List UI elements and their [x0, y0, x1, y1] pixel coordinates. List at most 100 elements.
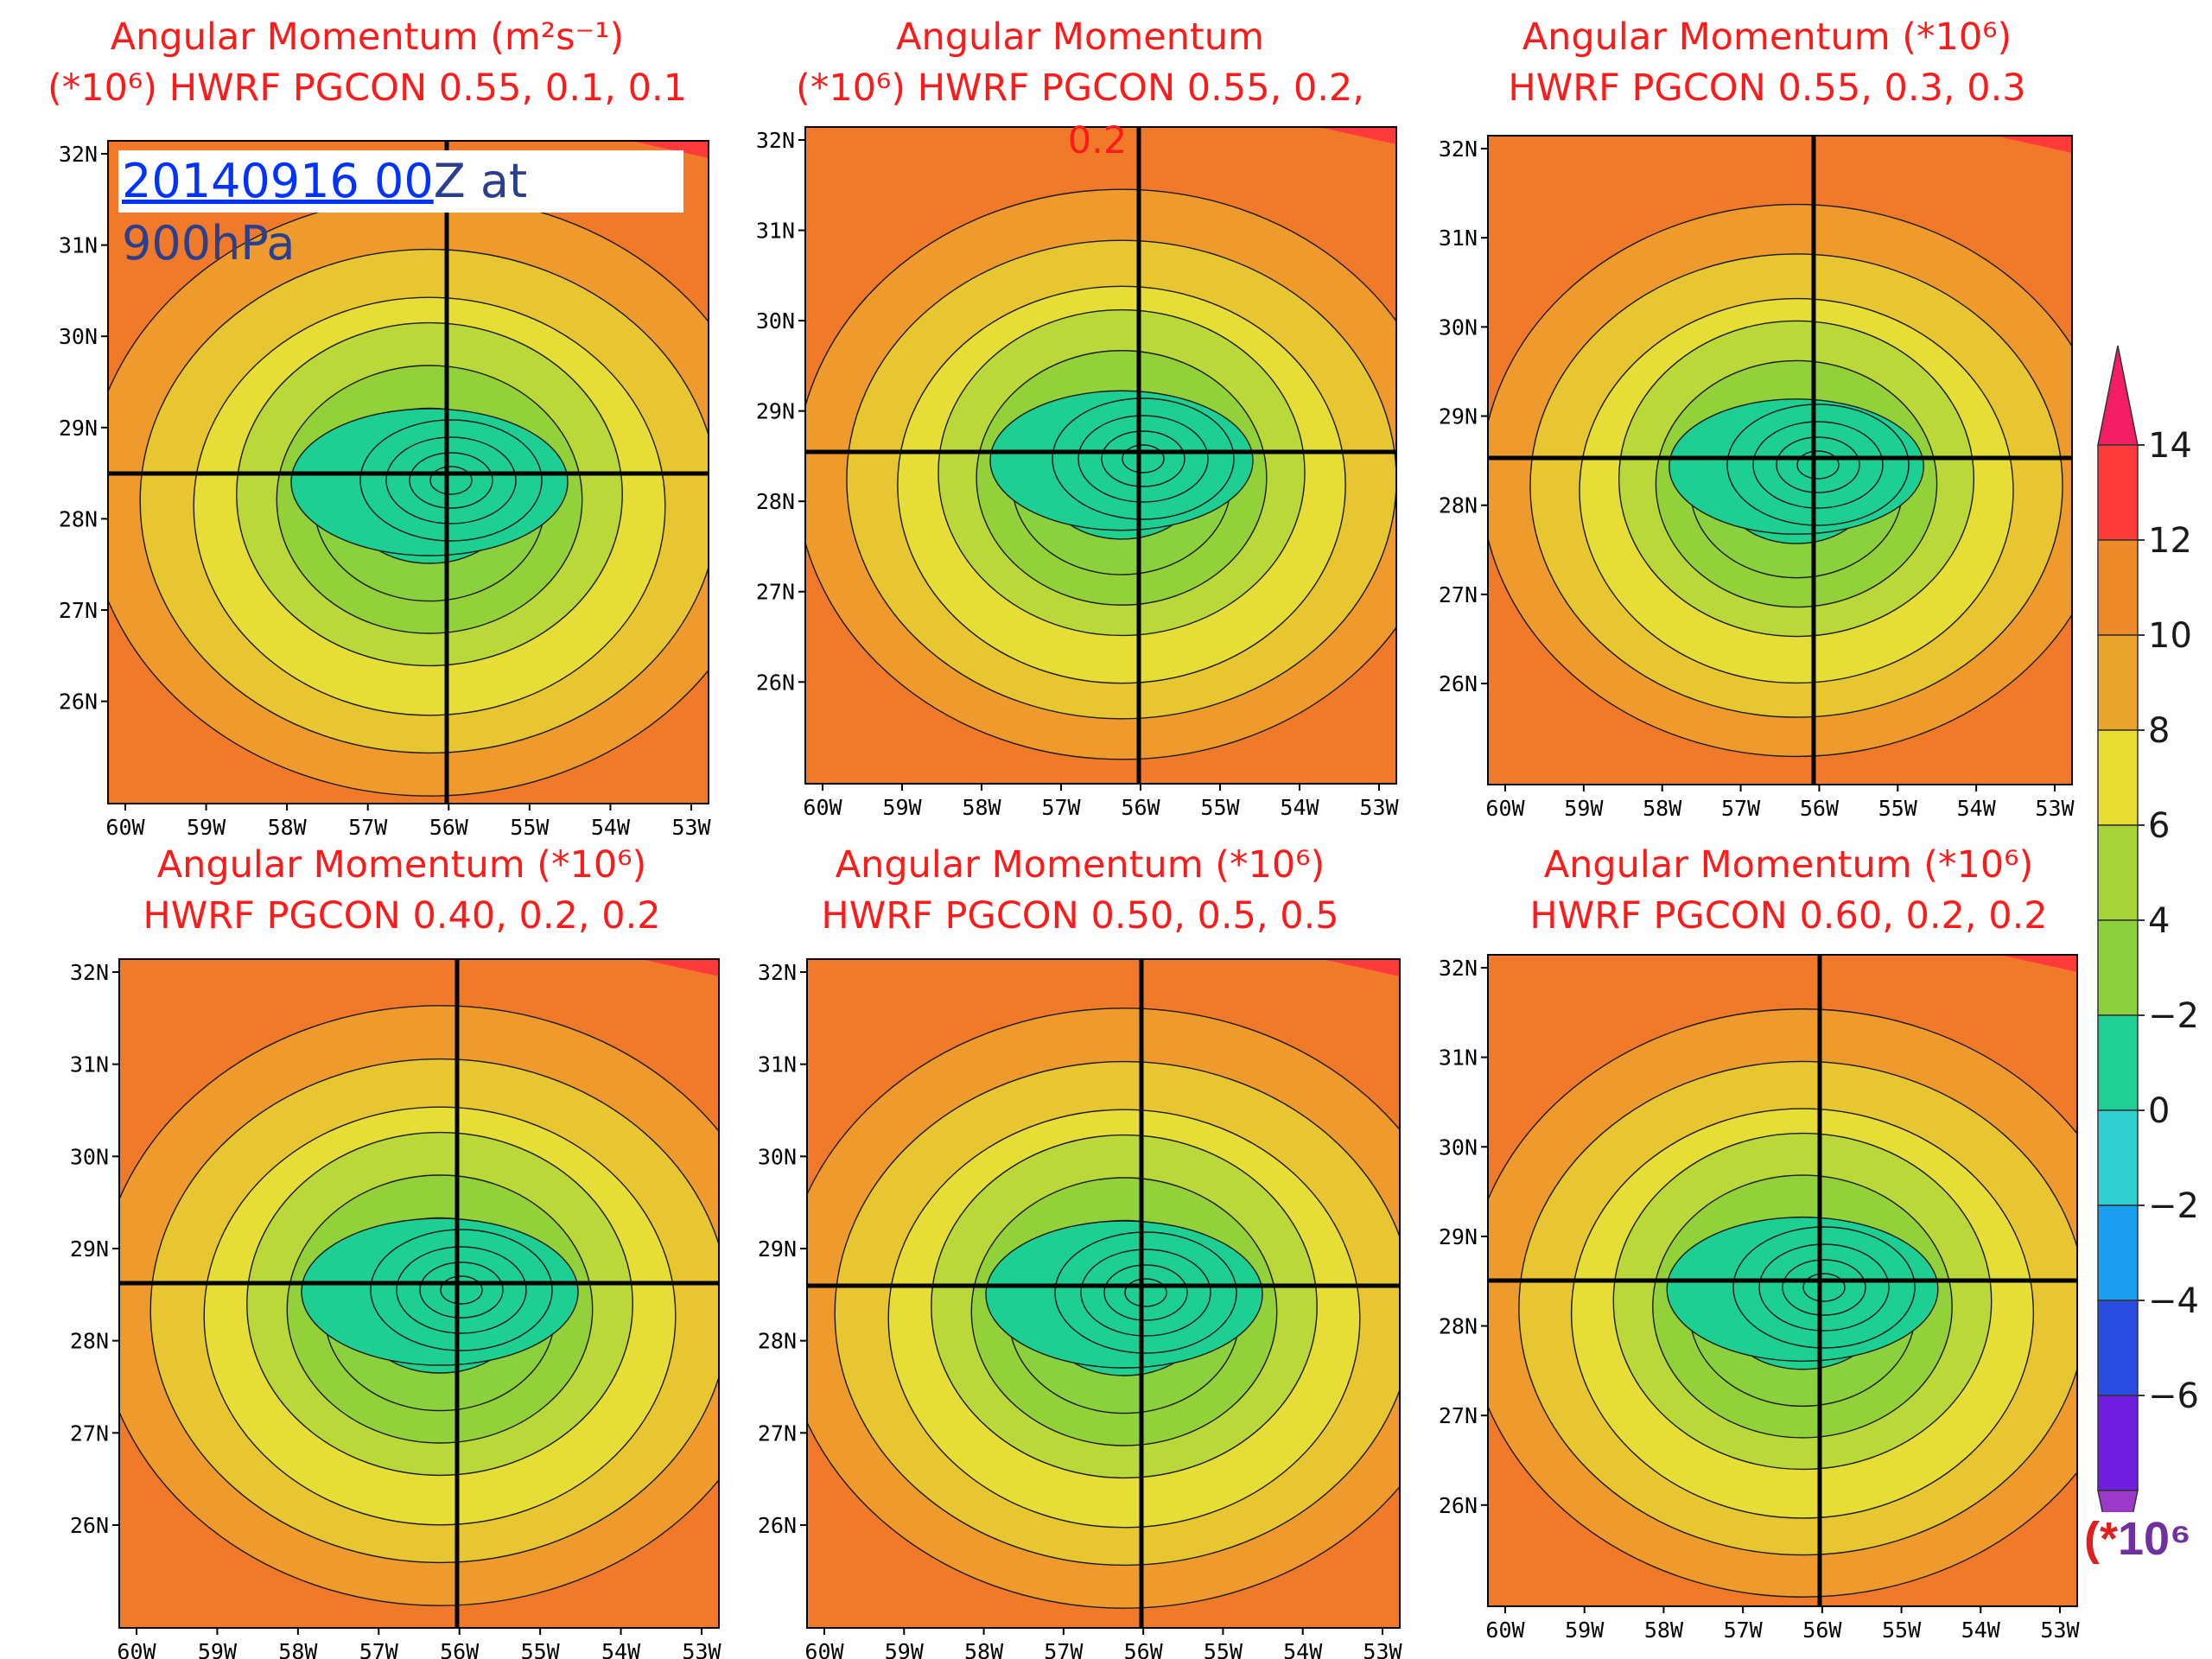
lon-tick-label: 60W — [803, 795, 842, 820]
lat-tick-label: 29N — [1439, 1224, 1478, 1249]
legend-swatch — [2097, 919, 2139, 1016]
legend-tick-label: 0 — [2148, 1091, 2170, 1131]
lat-tick-label: 31N — [756, 219, 795, 244]
lat-tick-label: 26N — [70, 1513, 109, 1538]
lat-tick-label: 26N — [1439, 1493, 1478, 1518]
date-link[interactable]: 20140916 00 — [122, 154, 434, 208]
legend-swatch — [2097, 1205, 2139, 1301]
map-1: 32N 31N 30N 29N 28N 27N 26N 60W 59W 58W 57W 56W 55W 5… — [59, 140, 712, 840]
legend-tick-label: −6 — [2148, 1376, 2199, 1416]
legend-swatch — [2097, 634, 2139, 731]
lon-tick-label: 53W — [1363, 1639, 1402, 1659]
lon-tick-label: 53W — [671, 815, 711, 840]
lat-tick-label: 31N — [1439, 226, 1478, 251]
units-label: (*10⁶ — [2084, 1513, 2191, 1565]
map-3: 32N 31N 30N 29N 28N 27N 26N 60W 59W 58W 57W 56W 55W 5… — [1439, 135, 2075, 821]
legend-swatch — [2097, 1014, 2139, 1111]
lon-tick-label: 59W — [1565, 1618, 1605, 1643]
lat-tick-label: 32N — [1439, 956, 1478, 981]
legend-swatch — [2097, 444, 2139, 541]
lon-tick-label: 56W — [1800, 796, 1840, 821]
legend-tick-label: 14 — [2148, 426, 2192, 466]
lon-tick-label: 57W — [1041, 795, 1081, 820]
lon-tick-label: 55W — [1204, 1639, 1243, 1659]
legend-tick-label: 12 — [2148, 521, 2192, 561]
lon-tick-label: 53W — [1359, 795, 1399, 820]
lat-tick-label: 31N — [1439, 1046, 1478, 1071]
lat-tick-label: 26N — [59, 690, 98, 715]
color-legend: 14 12 10 8 6 4 −2 0 −2 −4 −6 — [2097, 346, 2199, 1512]
lon-tick-label: 60W — [117, 1639, 156, 1659]
lon-tick-label: 59W — [198, 1639, 238, 1659]
panel-title: Angular Momentum (m²s⁻¹) (*10⁶) HWRF PGCO… — [48, 16, 687, 110]
lat-tick-label: 26N — [756, 670, 795, 695]
map-5: 32N 31N 30N 29N 28N 27N 26N 60W 59W 58W 57W 56W 55W 5… — [758, 958, 1403, 1659]
lon-tick-label: 53W — [682, 1639, 721, 1659]
map-6: 32N 31N 30N 29N 28N 27N 26N 60W 59W 58W 57W 56W 55W 5… — [1439, 954, 2081, 1643]
lon-tick-label: 55W — [1200, 795, 1240, 820]
lon-tick-label: 59W — [882, 795, 922, 820]
lat-tick-label: 29N — [756, 399, 795, 424]
lat-tick-label: 30N — [70, 1144, 109, 1169]
lat-tick-label: 28N — [758, 1329, 797, 1354]
panel-title: Angular Momentum (*10⁶) HWRF PGCON 0.55, … — [796, 16, 1364, 110]
lon-tick-label: 56W — [440, 1639, 480, 1659]
lat-tick-label: 27N — [1439, 582, 1478, 607]
lat-tick-label: 27N — [758, 1421, 797, 1446]
lon-tick-label: 58W — [268, 815, 308, 840]
lat-tick-label: 32N — [1439, 137, 1478, 162]
lon-tick-label: 57W — [1044, 1639, 1084, 1659]
legend-tick-label: −4 — [2148, 1281, 2199, 1321]
map-4: 32N 31N 30N 29N 28N 27N 26N 60W 59W 58W 57W 56W 55W 5… — [70, 958, 722, 1659]
lon-tick-label: 59W — [187, 815, 226, 840]
lat-tick-label: 27N — [70, 1421, 109, 1446]
lon-tick-label: 60W — [105, 815, 145, 840]
legend-tick-label: 6 — [2148, 806, 2170, 846]
legend-tick-label: 4 — [2148, 901, 2170, 941]
legend-swatch — [2097, 1395, 2139, 1491]
lat-tick-label: 29N — [1439, 404, 1478, 429]
lat-tick-label: 30N — [758, 1144, 797, 1169]
lon-tick-label: 56W — [1124, 1639, 1164, 1659]
lon-tick-label: 59W — [1564, 796, 1604, 821]
lon-tick-label: 58W — [1643, 796, 1682, 821]
lon-tick-label: 56W — [429, 815, 469, 840]
lon-tick-label: 54W — [1961, 1618, 2001, 1643]
lon-tick-label: 57W — [348, 815, 388, 840]
lon-tick-label: 58W — [964, 1639, 1004, 1659]
lon-tick-label: 54W — [1957, 796, 1997, 821]
legend-swatch — [2097, 729, 2139, 826]
lon-tick-label: 53W — [2040, 1618, 2080, 1643]
legend-tick-label: 8 — [2148, 711, 2170, 751]
map-panel-6: Angular Momentum (*10⁶) HWRF PGCON 0.60, … — [1434, 830, 2100, 1659]
panel-title: Angular Momentum (*10⁶) HWRF PGCON 0.50, … — [821, 843, 1339, 938]
lon-tick-label: 57W — [1721, 796, 1761, 821]
lon-tick-label: 54W — [1280, 795, 1319, 820]
lon-tick-label: 56W — [1802, 1618, 1842, 1643]
lat-tick-label: 32N — [756, 128, 795, 153]
panel-title: Angular Momentum (*10⁶) HWRF PGCON 0.40, … — [143, 843, 661, 938]
legend-tick-label: 10 — [2148, 616, 2192, 656]
panel-title: Angular Momentum (*10⁶) HWRF PGCON 0.55, … — [1508, 16, 2026, 110]
legend-swatch — [2097, 824, 2139, 921]
lon-tick-label: 55W — [521, 1639, 561, 1659]
lon-tick-label: 58W — [1644, 1618, 1684, 1643]
lat-tick-label: 26N — [758, 1513, 797, 1538]
date-suffix: Z at 900hPa — [122, 154, 528, 270]
lat-tick-label: 28N — [70, 1329, 109, 1354]
lat-tick-label: 28N — [1439, 1314, 1478, 1339]
lat-tick-label: 29N — [59, 416, 98, 441]
map-panel-2: Angular Momentum (*10⁶) HWRF PGCON 0.55, … — [734, 0, 1426, 830]
lon-tick-label: 57W — [1724, 1618, 1764, 1643]
lat-tick-label: 31N — [758, 1052, 797, 1077]
lat-tick-label: 32N — [70, 960, 109, 985]
lon-tick-label: 60W — [1485, 796, 1525, 821]
lon-tick-label: 55W — [510, 815, 550, 840]
panel-title-overflow: 0.2 — [1067, 119, 1128, 162]
lat-tick-label: 27N — [756, 580, 795, 605]
lat-tick-label: 28N — [756, 489, 795, 514]
lon-tick-label: 53W — [2035, 796, 2075, 821]
lat-tick-label: 30N — [1439, 315, 1478, 340]
legend-swatch — [2097, 539, 2139, 636]
